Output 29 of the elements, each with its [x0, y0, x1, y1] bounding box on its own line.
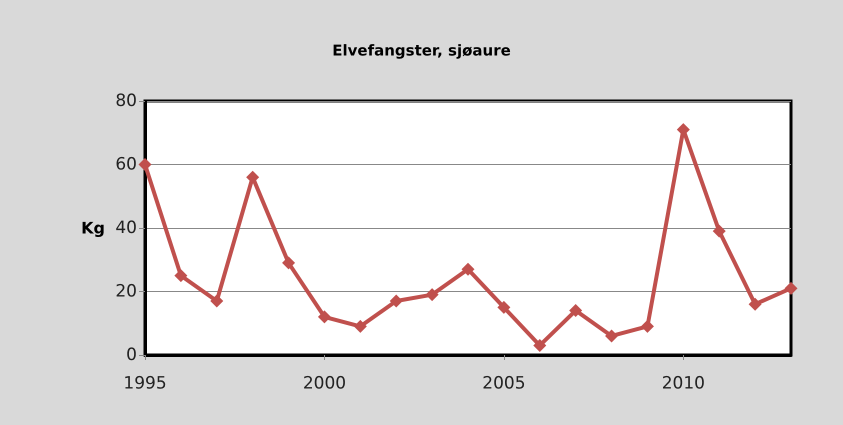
point: [246, 170, 260, 184]
point: [640, 320, 654, 333]
y-tick-label: 80: [115, 91, 137, 111]
point: [605, 329, 618, 342]
point: [390, 294, 403, 308]
y-tick-label: 0: [126, 345, 137, 365]
x-tick-label: 2005: [482, 374, 526, 394]
y-tick-label: 40: [115, 218, 137, 238]
x-tick-label: 2010: [662, 374, 705, 394]
x-tick-label: 2000: [302, 374, 346, 394]
point: [462, 262, 474, 276]
point: [712, 224, 726, 238]
point: [426, 288, 439, 302]
point: [174, 269, 188, 282]
point: [210, 294, 224, 308]
point: [354, 320, 367, 333]
point: [533, 338, 546, 352]
y-tick-label: 20: [115, 282, 137, 302]
point: [318, 310, 331, 324]
point: [138, 158, 152, 171]
y-tick-label: 60: [115, 154, 137, 174]
x-tick-label: 1995: [123, 374, 167, 394]
point: [784, 282, 798, 295]
point: [569, 304, 582, 318]
point: [748, 298, 762, 311]
y-axis-title: Kg: [81, 218, 105, 238]
point: [497, 300, 510, 314]
point: [282, 256, 296, 270]
chart-title: Elvefangster, sjøaure: [332, 42, 511, 60]
